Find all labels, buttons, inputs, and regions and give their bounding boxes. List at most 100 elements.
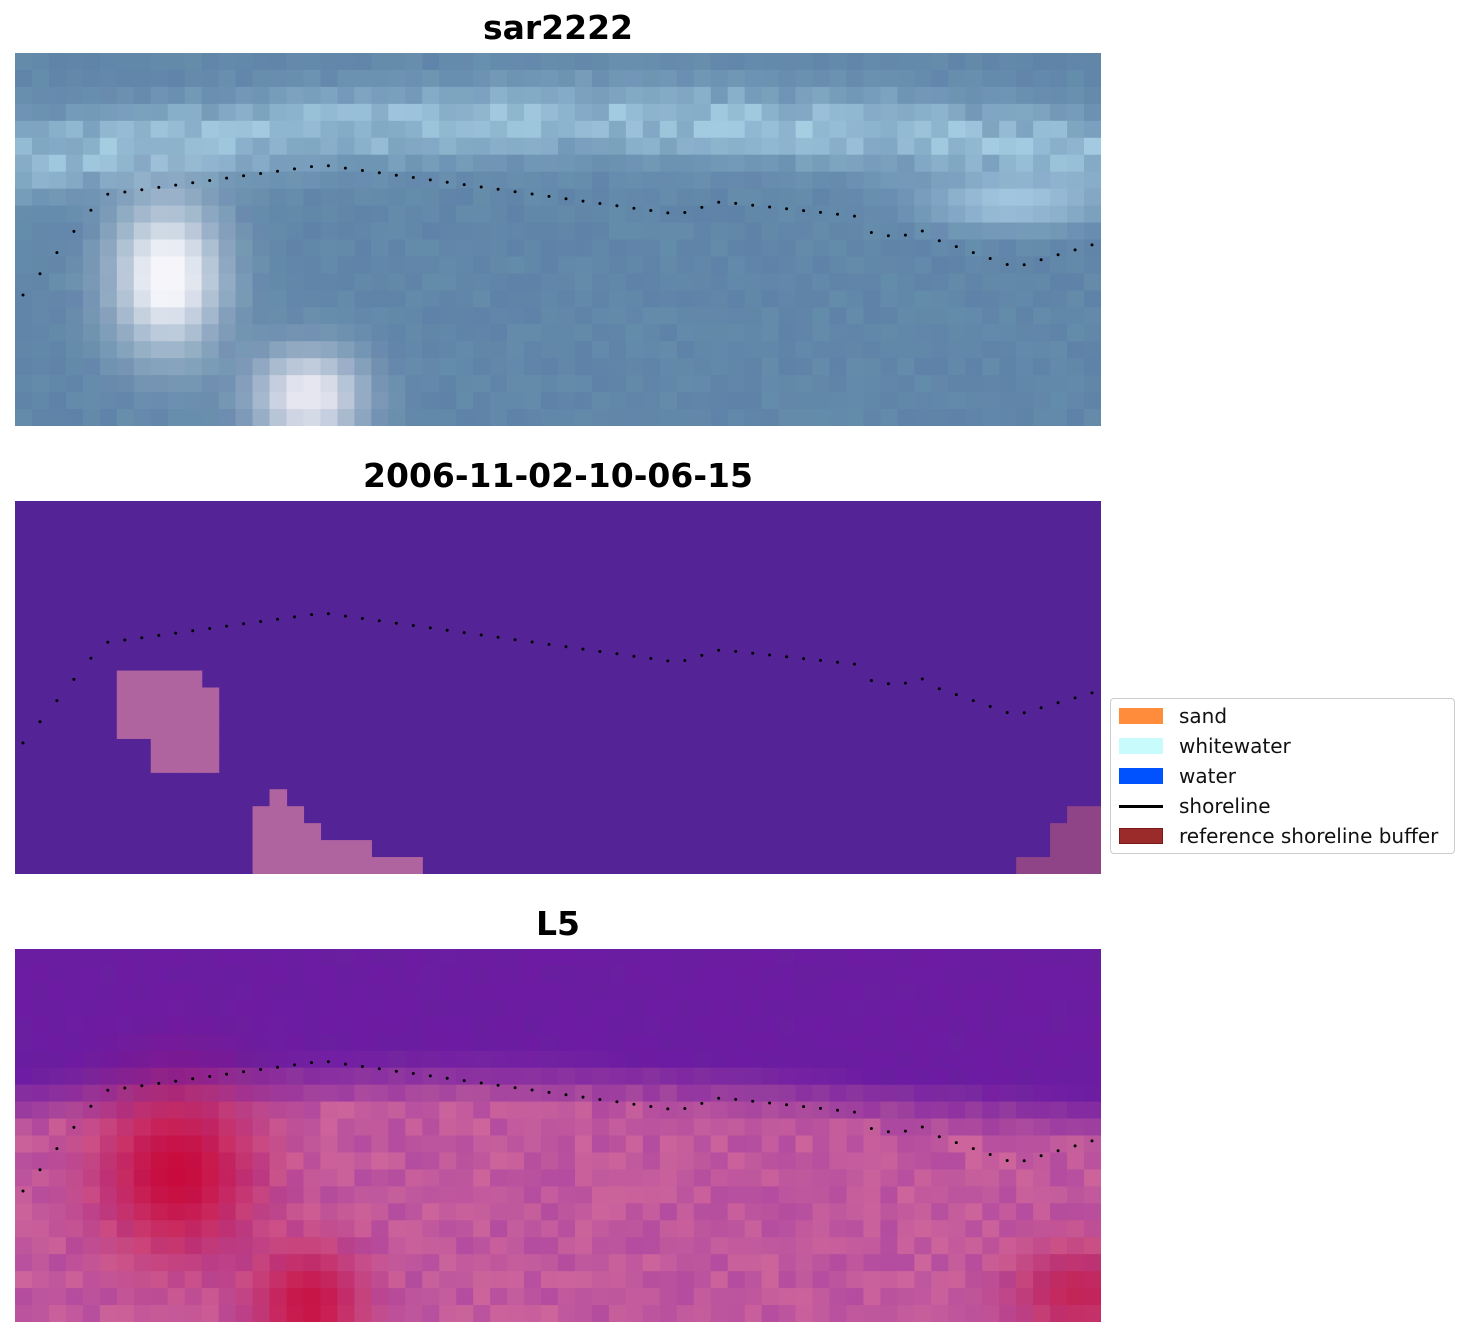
l5-pixel: [337, 1203, 355, 1221]
sar-pixel: [999, 86, 1017, 105]
l5-pixel: [1067, 1067, 1085, 1086]
l5-pixel: [269, 1203, 288, 1221]
sar-pixel: [371, 358, 389, 376]
sar-pixel: [439, 222, 457, 241]
sar-pixel: [269, 53, 288, 71]
l5-pixel: [846, 1050, 865, 1069]
l5-pixel: [184, 1067, 203, 1086]
l5-pixel: [829, 1254, 848, 1272]
sar-pixel: [82, 154, 101, 173]
l5-pixel: [829, 1237, 848, 1255]
l5-pixel: [642, 1118, 661, 1137]
shoreline-point: [598, 650, 602, 653]
sar-pixel: [354, 53, 372, 71]
l5-pixel: [948, 1033, 966, 1052]
sar-pixel: [880, 205, 898, 224]
sar-pixel: [863, 256, 882, 274]
l5-pixel: [795, 1237, 814, 1255]
l5-pixel: [574, 1067, 593, 1086]
shoreline-point: [411, 176, 415, 179]
l5-pixel: [676, 1169, 695, 1187]
l5-pixel: [303, 1152, 322, 1170]
l5-pixel: [507, 1067, 525, 1086]
shoreline-point: [717, 1096, 721, 1100]
l5-pixel: [235, 1237, 254, 1255]
sar-pixel: [999, 273, 1017, 291]
sar-pixel: [439, 290, 457, 308]
sar-pixel: [1067, 205, 1085, 224]
sar-pixel: [676, 409, 695, 426]
sar-pixel: [1016, 324, 1034, 342]
l5-pixel: [65, 982, 84, 1001]
sar-pixel: [184, 375, 203, 393]
sar-pixel: [201, 222, 220, 241]
l5-pixel: [727, 1203, 746, 1221]
l5-pixel: [999, 1186, 1017, 1204]
l5-pixel: [252, 1305, 271, 1322]
l5-pixel: [48, 1305, 67, 1322]
l5-pixel: [863, 1186, 882, 1204]
l5-pixel: [303, 1016, 322, 1035]
sar-pixel: [727, 324, 746, 342]
l5-pixel: [693, 1237, 712, 1255]
l5-pixel: [982, 1254, 1000, 1272]
l5-pixel: [1084, 999, 1101, 1018]
l5-pixel: [982, 1152, 1000, 1170]
l5-pixel: [99, 1067, 118, 1086]
sar-pixel: [1050, 69, 1068, 88]
buffer-blob-pixel: [371, 857, 389, 874]
sar-pixel: [1084, 375, 1101, 393]
l5-pixel: [218, 982, 237, 1001]
l5-pixel: [778, 1237, 797, 1255]
sar-pixel: [473, 307, 491, 325]
sar-pixel: [574, 290, 593, 308]
l5-pixel: [439, 949, 457, 967]
l5-pixel: [150, 1169, 169, 1187]
sar-pixel: [473, 137, 491, 156]
l5-pixel: [541, 1220, 559, 1238]
sar-pixel: [133, 154, 152, 173]
l5-pixel: [320, 1220, 339, 1238]
l5-pixel: [320, 1118, 339, 1137]
sar-pixel: [150, 188, 169, 207]
sar-pixel: [795, 239, 814, 258]
l5-pixel: [1050, 999, 1068, 1018]
l5-pixel: [320, 1101, 339, 1120]
sar-pixel: [761, 154, 780, 173]
l5-pixel: [846, 982, 865, 1001]
shoreline-point: [174, 183, 178, 187]
l5-pixel: [846, 1101, 865, 1120]
l5-pixel: [778, 1305, 797, 1322]
l5-pixel: [422, 999, 440, 1018]
shoreline-point: [937, 1135, 941, 1139]
sar-pixel: [999, 341, 1017, 359]
l5-pixel: [371, 1254, 389, 1272]
l5-pixel: [982, 1186, 1000, 1204]
sar-pixel: [507, 324, 525, 342]
l5-pixel: [456, 1067, 474, 1086]
sar-pixel: [133, 341, 152, 359]
shoreline-point: [445, 628, 449, 632]
l5-pixel: [490, 1101, 508, 1120]
sar-pixel: [744, 120, 763, 139]
shoreline-point: [411, 624, 415, 627]
l5-pixel: [524, 1084, 542, 1103]
l5-pixel: [982, 1271, 1000, 1289]
l5-pixel: [82, 1016, 101, 1035]
sar-pixel: [490, 86, 508, 105]
l5-pixel: [931, 1220, 949, 1238]
reference-buffer-swatch: [1119, 828, 1163, 844]
l5-pixel: [897, 1305, 915, 1322]
sar-pixel: [65, 358, 84, 376]
shoreline-point: [836, 212, 839, 216]
shoreline-point: [666, 1107, 670, 1111]
l5-pixel: [574, 1288, 593, 1306]
sar-pixel: [659, 120, 678, 139]
sar-pixel: [167, 86, 186, 105]
shoreline-point: [343, 614, 347, 618]
sar-pixel: [31, 290, 50, 308]
l5-pixel: [1016, 1186, 1034, 1204]
sar-pixel: [744, 324, 763, 342]
sar-pixel: [1084, 239, 1101, 258]
l5-pixel: [15, 1237, 33, 1255]
